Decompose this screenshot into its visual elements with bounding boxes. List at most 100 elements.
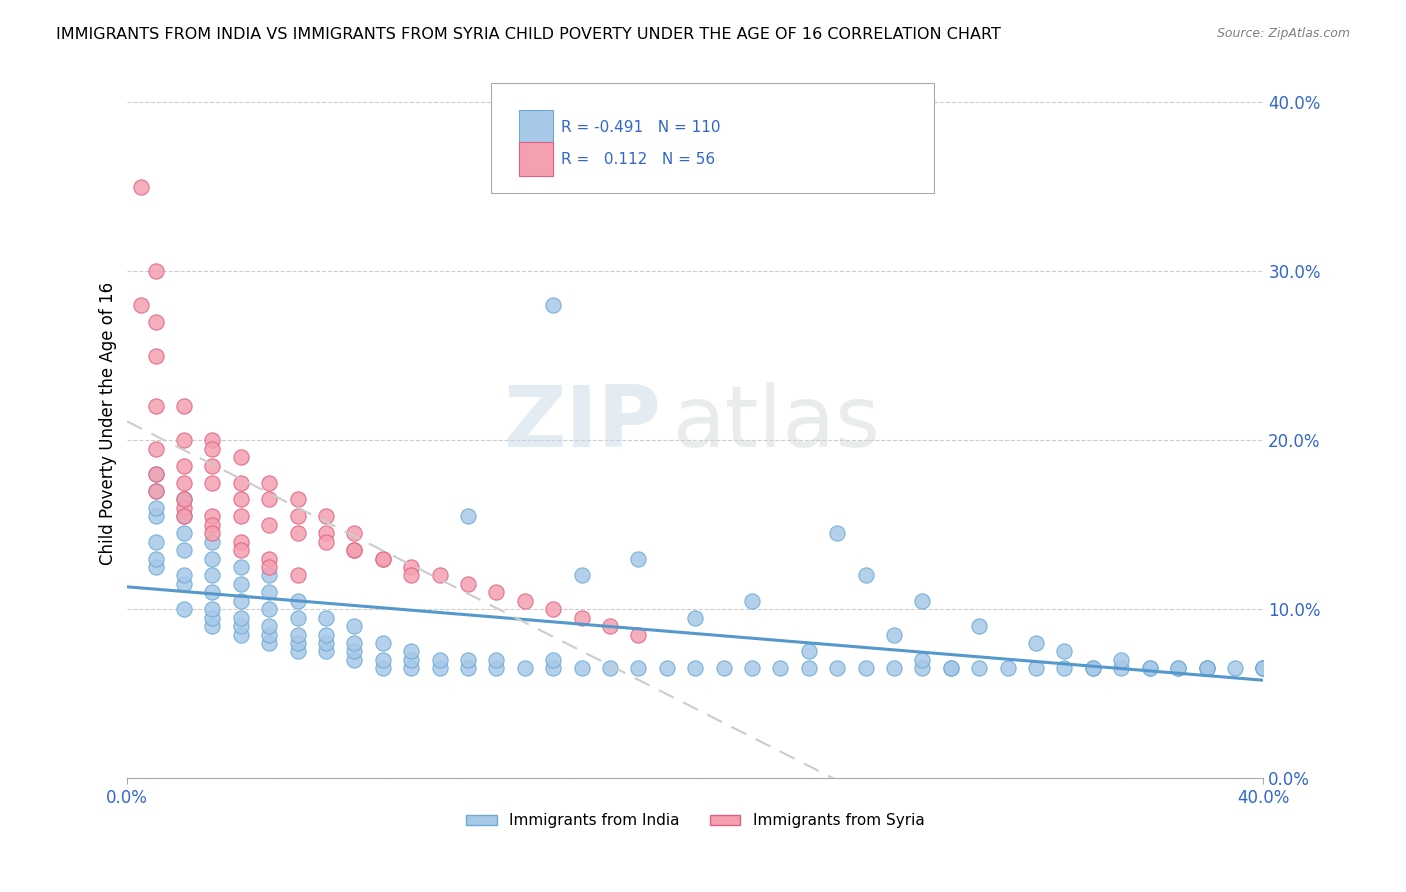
Point — [201, 610, 224, 624]
Point — [201, 602, 224, 616]
Point — [713, 661, 735, 675]
Point — [1053, 661, 1076, 675]
Point — [131, 298, 153, 312]
Point — [399, 644, 422, 658]
Point — [1025, 636, 1047, 650]
Point — [371, 551, 394, 566]
Point — [145, 442, 167, 456]
Point — [1195, 661, 1218, 675]
Point — [343, 653, 366, 667]
Point — [145, 349, 167, 363]
Point — [257, 636, 280, 650]
Point — [201, 551, 224, 566]
Point — [201, 568, 224, 582]
Text: R =   0.112   N = 56: R = 0.112 N = 56 — [561, 152, 716, 167]
Point — [145, 264, 167, 278]
Point — [145, 315, 167, 329]
Point — [485, 585, 508, 599]
Point — [825, 661, 848, 675]
Point — [1195, 661, 1218, 675]
Point — [599, 661, 621, 675]
Point — [173, 577, 195, 591]
Point — [315, 636, 337, 650]
Point — [145, 483, 167, 498]
Legend: Immigrants from India, Immigrants from Syria: Immigrants from India, Immigrants from S… — [460, 807, 931, 834]
FancyBboxPatch shape — [491, 83, 934, 193]
Point — [229, 543, 252, 558]
Point — [173, 509, 195, 524]
Point — [939, 661, 962, 675]
Point — [429, 653, 451, 667]
Point — [683, 610, 706, 624]
Point — [371, 551, 394, 566]
Point — [399, 661, 422, 675]
Point — [145, 551, 167, 566]
Y-axis label: Child Poverty Under the Age of 16: Child Poverty Under the Age of 16 — [100, 282, 117, 565]
Point — [257, 602, 280, 616]
Point — [541, 602, 564, 616]
Point — [173, 509, 195, 524]
Point — [229, 492, 252, 507]
Point — [229, 619, 252, 633]
Point — [229, 560, 252, 574]
Point — [399, 560, 422, 574]
Point — [229, 475, 252, 490]
Point — [513, 594, 536, 608]
Point — [939, 661, 962, 675]
Point — [457, 661, 479, 675]
Point — [969, 661, 991, 675]
Point — [399, 653, 422, 667]
Point — [797, 661, 820, 675]
Text: atlas: atlas — [672, 382, 880, 465]
Point — [173, 500, 195, 515]
Point — [1223, 661, 1246, 675]
Point — [229, 509, 252, 524]
Point — [911, 594, 934, 608]
Point — [797, 644, 820, 658]
Point — [969, 619, 991, 633]
Point — [1253, 661, 1275, 675]
Point — [201, 475, 224, 490]
Point — [371, 661, 394, 675]
Point — [343, 543, 366, 558]
Point — [173, 400, 195, 414]
Point — [1167, 661, 1189, 675]
Point — [201, 526, 224, 541]
Point — [571, 661, 593, 675]
Point — [315, 534, 337, 549]
Point — [201, 585, 224, 599]
Point — [315, 610, 337, 624]
Point — [399, 568, 422, 582]
Point — [855, 568, 877, 582]
Point — [145, 467, 167, 481]
Point — [287, 594, 309, 608]
Point — [541, 653, 564, 667]
Point — [485, 661, 508, 675]
Point — [145, 509, 167, 524]
Point — [229, 610, 252, 624]
Point — [201, 458, 224, 473]
Point — [287, 636, 309, 650]
Text: Source: ZipAtlas.com: Source: ZipAtlas.com — [1216, 27, 1350, 40]
Point — [201, 619, 224, 633]
Point — [173, 492, 195, 507]
Point — [1139, 661, 1161, 675]
Point — [655, 661, 678, 675]
Point — [315, 509, 337, 524]
Point — [173, 543, 195, 558]
Point — [257, 475, 280, 490]
Point — [201, 534, 224, 549]
Point — [315, 644, 337, 658]
Point — [173, 492, 195, 507]
Point — [457, 577, 479, 591]
Point — [371, 653, 394, 667]
Text: IMMIGRANTS FROM INDIA VS IMMIGRANTS FROM SYRIA CHILD POVERTY UNDER THE AGE OF 16: IMMIGRANTS FROM INDIA VS IMMIGRANTS FROM… — [56, 27, 1001, 42]
Point — [429, 661, 451, 675]
Point — [1253, 661, 1275, 675]
Point — [541, 298, 564, 312]
Point — [1253, 661, 1275, 675]
Point — [145, 400, 167, 414]
Point — [145, 560, 167, 574]
Point — [201, 509, 224, 524]
Point — [173, 475, 195, 490]
